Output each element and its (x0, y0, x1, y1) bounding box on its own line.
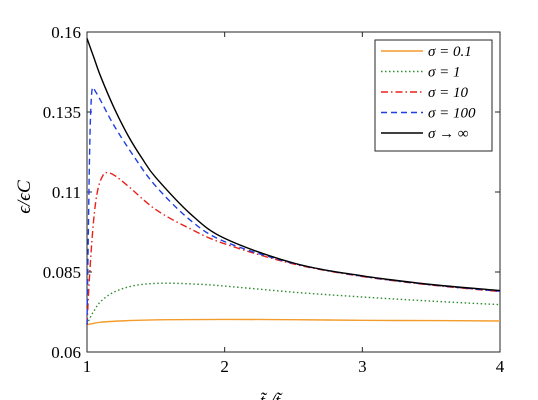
series-line-2 (86, 171, 501, 325)
legend: σ = 0.1 σ = 1 σ = 10 σ = 100 σ → ∞ (374, 39, 493, 152)
x-tick-label: 1 (83, 357, 92, 376)
y-tick-label: 0.11 (52, 183, 81, 202)
legend-label-1: σ = 1 (428, 65, 461, 81)
y-tick-label: 0.085 (43, 263, 81, 282)
x-tick-label: 4 (496, 357, 505, 376)
legend-label-3: σ = 100 (428, 106, 476, 122)
tick-group: 1 2 3 4 0.06 0.085 0.11 0.135 0.16 (43, 23, 505, 376)
series-line-4 (86, 38, 501, 292)
legend-label-0: σ = 0.1 (428, 44, 472, 60)
y-tick-label: 0.16 (51, 23, 81, 42)
series-group (86, 38, 501, 326)
x-tick-label: 2 (220, 357, 229, 376)
legend-label-4: σ → ∞ (428, 126, 469, 142)
legend-label-2: σ = 10 (428, 85, 469, 101)
y-tick-label: 0.135 (43, 103, 81, 122)
y-axis-label: ϵ/ϵC (14, 180, 35, 214)
y-tick-label: 0.06 (51, 343, 81, 362)
series-line-0 (86, 318, 501, 326)
series-line-1 (86, 282, 501, 326)
x-axis-label: t̃ /t̃ (260, 391, 283, 400)
x-tick-label: 3 (358, 357, 367, 376)
